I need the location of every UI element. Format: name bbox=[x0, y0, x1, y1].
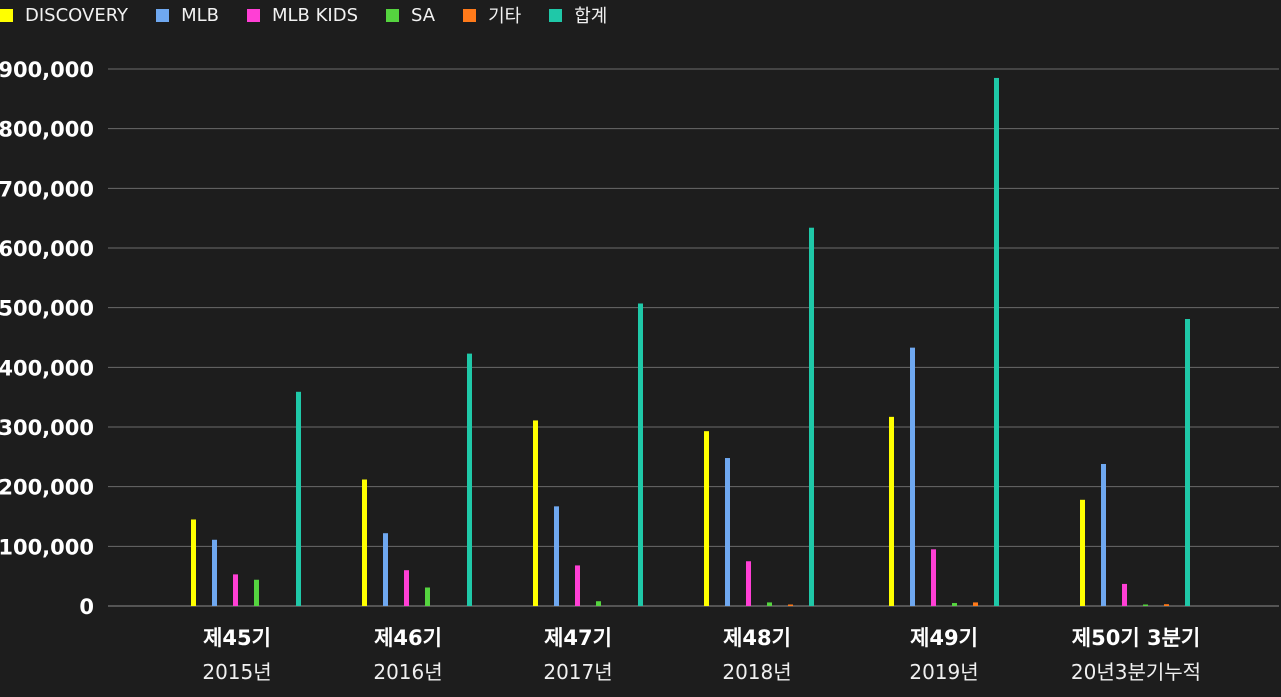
x-tick-label: 제46기 bbox=[374, 626, 442, 650]
bar bbox=[809, 227, 814, 607]
y-tick-label: 500,000 bbox=[0, 297, 94, 321]
legend-item: 합계 bbox=[549, 2, 607, 28]
bar bbox=[994, 77, 999, 606]
bar bbox=[554, 506, 559, 606]
legend-swatch bbox=[386, 8, 400, 22]
bar bbox=[638, 303, 643, 606]
y-tick-label: 800,000 bbox=[0, 118, 94, 142]
legend-swatch bbox=[0, 8, 13, 22]
x-tick-label: 제49기 bbox=[910, 626, 978, 650]
legend-swatch bbox=[156, 8, 170, 22]
chart-legend: DISCOVERY MLB MLB KIDS SA 기타 합계 bbox=[0, 3, 635, 27]
x-tick-label: 제50기 3분기 bbox=[1072, 626, 1200, 650]
bar bbox=[1185, 319, 1190, 606]
bar bbox=[212, 539, 217, 606]
y-tick-label: 900,000 bbox=[0, 58, 94, 82]
bar bbox=[1101, 463, 1106, 606]
y-tick-label: 100,000 bbox=[0, 535, 94, 559]
y-tick-label: 300,000 bbox=[0, 416, 94, 440]
bar bbox=[191, 519, 196, 606]
y-tick-label: 0 bbox=[79, 595, 94, 619]
legend-swatch bbox=[463, 8, 477, 22]
x-tick-label: 제45기 bbox=[203, 626, 271, 650]
x-tick-sublabel: 2015년 bbox=[202, 660, 271, 684]
bar bbox=[725, 458, 730, 606]
bar bbox=[767, 602, 772, 606]
legend-item: 기타 bbox=[463, 2, 521, 28]
bar bbox=[704, 431, 709, 606]
bar bbox=[889, 416, 894, 606]
bar bbox=[952, 603, 957, 606]
bar bbox=[910, 347, 915, 606]
bar bbox=[404, 570, 409, 606]
x-tick-sublabel: 20년3분기누적 bbox=[1071, 660, 1201, 684]
bar bbox=[533, 420, 538, 606]
legend-label: 합계 bbox=[574, 6, 608, 27]
x-tick-sublabel: 2019년 bbox=[909, 660, 978, 684]
x-tick-label: 제47기 bbox=[544, 626, 612, 650]
legend-item: SA bbox=[386, 5, 435, 26]
bar bbox=[1143, 604, 1148, 606]
bar bbox=[746, 561, 751, 606]
legend-label: SA bbox=[411, 4, 436, 26]
x-tick-sublabel: 2016년 bbox=[373, 660, 442, 684]
bar bbox=[931, 549, 936, 606]
y-tick-label: 700,000 bbox=[0, 177, 94, 201]
bars bbox=[191, 77, 1190, 607]
legend-label: MLB bbox=[181, 4, 219, 26]
legend-label: DISCOVERY bbox=[25, 4, 129, 26]
bar bbox=[362, 479, 367, 606]
bar bbox=[425, 587, 430, 606]
bar bbox=[254, 579, 259, 606]
legend-item: MLB bbox=[156, 5, 219, 26]
x-tick-label: 제48기 bbox=[723, 626, 791, 650]
bar bbox=[296, 391, 301, 606]
x-tick-sublabel: 2018년 bbox=[722, 660, 791, 684]
legend-label: 기타 bbox=[488, 6, 522, 27]
bar bbox=[596, 601, 601, 606]
legend-item: DISCOVERY bbox=[0, 5, 128, 26]
bar bbox=[1122, 583, 1127, 606]
bar bbox=[575, 565, 580, 606]
x-tick-sublabel: 2017년 bbox=[543, 660, 612, 684]
bar bbox=[1164, 604, 1169, 606]
bar bbox=[383, 533, 388, 606]
legend-swatch bbox=[246, 8, 260, 22]
bar bbox=[1080, 499, 1085, 606]
bar bbox=[788, 604, 793, 606]
y-tick-label: 400,000 bbox=[0, 356, 94, 380]
bar bbox=[973, 602, 978, 606]
legend-label: MLB KIDS bbox=[271, 4, 359, 26]
legend-swatch bbox=[549, 8, 563, 22]
y-axis: 0 100,000 200,000 300,000 400,000 500,000 600,… bbox=[0, 58, 94, 619]
x-axis: 제45기 2015년 제46기 2016년 제47기 2017년 제48기 2018년 제49기… bbox=[202, 626, 1201, 684]
y-tick-label: 600,000 bbox=[0, 237, 94, 261]
bar bbox=[467, 353, 472, 606]
legend-item: MLB KIDS bbox=[246, 4, 359, 26]
bar bbox=[233, 574, 238, 606]
y-tick-label: 200,000 bbox=[0, 476, 94, 500]
